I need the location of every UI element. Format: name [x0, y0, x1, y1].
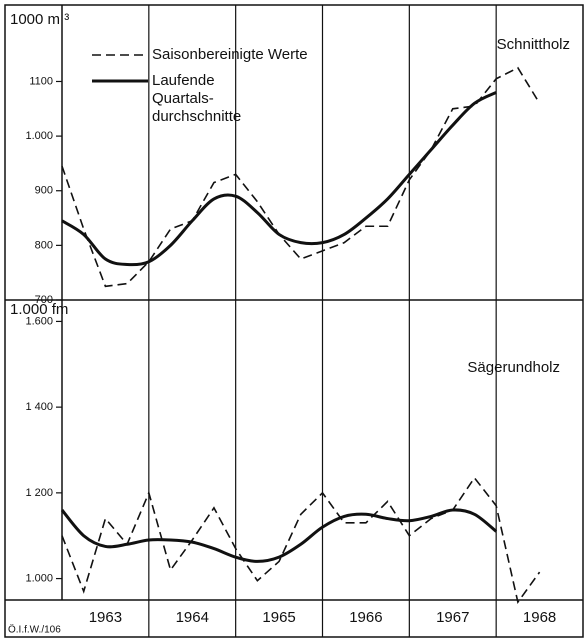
y-tick-label: 1.000 [25, 572, 53, 584]
unit-label: 1000 m ³ [10, 11, 69, 28]
panel-title: Schnittholz [497, 36, 570, 53]
x-tick-label: 1966 [349, 609, 382, 626]
panel-title: Sägerundholz [467, 359, 560, 376]
unit-label: 1.000 fm [10, 301, 68, 318]
legend-label: Saisonbereinigte Werte [152, 46, 308, 63]
y-tick-label: 700 [35, 294, 53, 306]
y-tick-label: 1.000 [25, 130, 53, 142]
x-tick-label: 1968 [523, 609, 556, 626]
smooth-line [60, 508, 498, 563]
legend-label: Laufende Quartals-durchschnitte [152, 72, 242, 125]
y-tick-label: 1 400 [25, 401, 53, 413]
x-tick-label: 1967 [436, 609, 469, 626]
source: Ö.I.f.W./106 [8, 624, 61, 636]
dashed-line [61, 66, 541, 288]
x-tick-label: 1964 [176, 609, 209, 626]
y-tick-label: 1.600 [25, 315, 53, 327]
frame [4, 4, 584, 638]
y-tick-label: 1100 [29, 75, 53, 87]
y-tick-label: 1 200 [25, 487, 53, 499]
y-tick-label: 900 [35, 185, 53, 197]
y-tick-label: 800 [35, 239, 53, 251]
x-tick-label: 1963 [89, 609, 122, 626]
smooth-line [61, 91, 497, 267]
x-tick-label: 1965 [262, 609, 295, 626]
dashed-line [61, 476, 541, 605]
